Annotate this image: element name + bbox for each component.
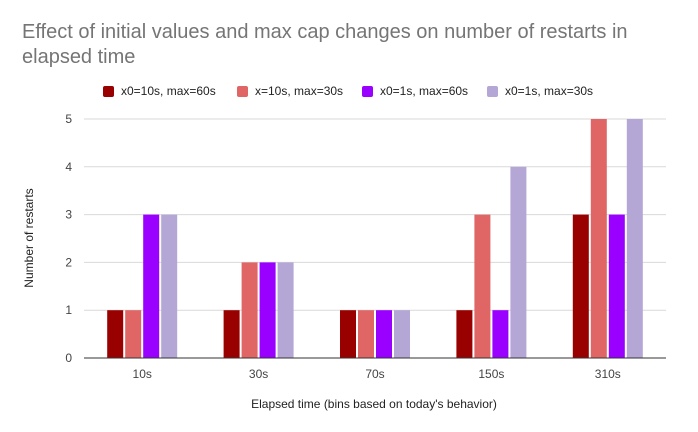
- gridlines: [84, 118, 666, 311]
- y-tick-label-3: 3: [65, 208, 72, 222]
- y-axis-title: Number of restarts: [22, 188, 36, 287]
- chart-title: Effect of initial values and max cap cha…: [22, 21, 628, 68]
- bar-310s-series-4: [626, 119, 643, 358]
- x-tick-label-70s: 70s: [365, 367, 384, 381]
- bar-70s-series-1: [340, 310, 356, 358]
- bar-10s-series-4: [161, 214, 178, 358]
- bar-150s-series-4: [510, 166, 527, 358]
- legend-item-1: x0=10s, max=60s: [103, 81, 216, 101]
- bar-30s-series-1: [223, 310, 240, 358]
- bar-310s-series-3: [608, 214, 625, 358]
- bar-10s-series-1: [107, 310, 124, 358]
- bar-30s-series-2: [241, 262, 258, 358]
- x-tick-label-310s: 310s: [595, 367, 621, 381]
- bars: [107, 119, 643, 358]
- bar-30s-series-4: [277, 262, 294, 358]
- bar-70s-series-4: [394, 310, 410, 358]
- x-tick-label-150s: 150s: [478, 367, 504, 381]
- y-tick-label-1: 1: [65, 303, 72, 317]
- x-tick-label-30s: 30s: [249, 367, 268, 381]
- legend-item-2: x=10s, max=30s: [237, 81, 343, 101]
- legend: x0=10s, max=60s x=10s, max=30s x0=1s, ma…: [0, 81, 698, 101]
- bar-70s-series-2: [358, 310, 374, 358]
- bar-310s-series-1: [572, 214, 589, 358]
- axes: 0 1 2 3 4 5 10s 30s 70s 150s 310s: [65, 112, 666, 381]
- bar-310s-series-2: [590, 119, 607, 358]
- legend-label-2: x=10s, max=30s: [255, 84, 344, 98]
- legend-item-4: x0=1s, max=30s: [487, 81, 593, 101]
- bar-150s-series-3: [492, 310, 509, 358]
- bar-150s-series-2: [474, 214, 491, 358]
- y-tick-label-4: 4: [65, 160, 72, 174]
- legend-label-1: x0=10s, max=60s: [121, 84, 216, 98]
- bar-10s-series-2: [125, 310, 142, 358]
- y-tick-label-2: 2: [65, 255, 72, 269]
- legend-swatch-2: [237, 85, 248, 97]
- bar-10s-series-3: [143, 214, 160, 358]
- bar-150s-series-1: [456, 310, 473, 358]
- y-tick-label-0: 0: [65, 351, 72, 365]
- legend-label-3: x0=1s, max=60s: [380, 84, 469, 98]
- bar-30s-series-3: [259, 262, 276, 358]
- legend-item-3: x0=1s, max=60s: [362, 81, 468, 101]
- x-axis-title: Elapsed time (bins based on today's beha…: [251, 397, 497, 411]
- legend-swatch-3: [362, 85, 373, 97]
- legend-label-4: x0=1s, max=30s: [505, 84, 594, 98]
- legend-swatch-1: [103, 85, 114, 97]
- bar-70s-series-3: [376, 310, 392, 358]
- legend-swatch-4: [487, 85, 498, 97]
- y-tick-label-5: 5: [65, 112, 72, 126]
- x-tick-label-10s: 10s: [133, 367, 152, 381]
